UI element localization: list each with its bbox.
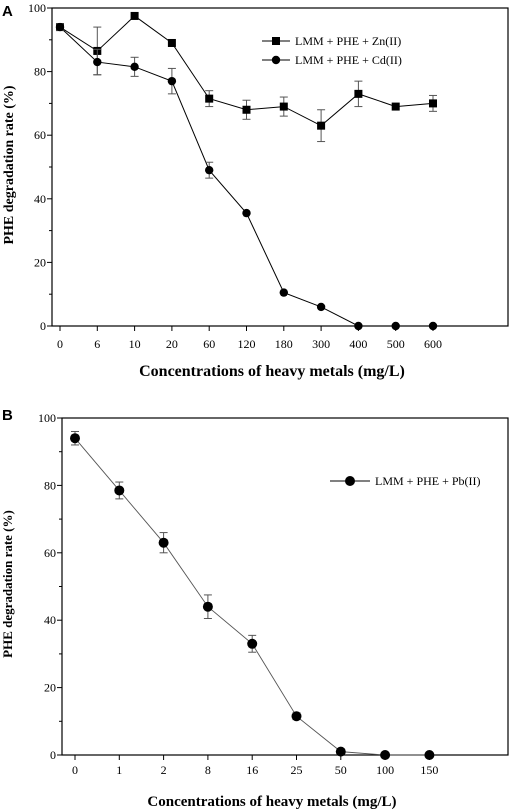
panel-a-data-point	[130, 62, 139, 72]
panel-a-data-point	[55, 22, 65, 32]
panel-b-legend-marker	[345, 476, 355, 486]
panel-a-data-point	[205, 94, 214, 103]
panel-b-y-axis-title: PHE degradation rate (%)	[0, 510, 15, 658]
panel-b-y-tick-label: 20	[44, 681, 56, 695]
panel-a-y-tick-label: 100	[28, 1, 46, 15]
panel-a-x-tick-label: 20	[166, 337, 178, 351]
panel-b-data-point	[247, 638, 258, 649]
panel-a-plot-frame	[51, 7, 509, 327]
panel-a-x-tick-label: 6	[94, 337, 100, 351]
panel-a-data-point	[429, 99, 437, 108]
panel-a-x-tick-label: 300	[312, 337, 330, 351]
panel-a-x-tick-label: 10	[129, 337, 141, 351]
panel-a-data-point	[279, 102, 288, 111]
panel-a-chart: A PHE degradation rate (%) Concentration…	[2, 1, 509, 380]
panel-b-x-tick-label: 16	[246, 763, 258, 777]
panel-a-x-tick-label: 500	[387, 337, 405, 351]
panel-a-y-tick-label: 0	[40, 319, 46, 333]
panel-a-data-point	[354, 321, 363, 331]
panel-b-legend: LMM + PHE + Pb(II)	[330, 474, 481, 488]
panel-b-data-point	[202, 601, 213, 612]
panel-a-data-point	[167, 76, 177, 86]
panel-b-x-tick-label: 0	[72, 763, 78, 777]
panel-b-data-point	[424, 750, 435, 760]
panel-a-data-point	[317, 121, 326, 130]
panel-a-data-point	[391, 102, 400, 111]
panel-b-data-point	[70, 433, 80, 444]
panel-a-data-point	[242, 105, 251, 114]
panel-b-x-tick-label: 150	[420, 763, 438, 777]
panel-a-y-tick-label: 40	[34, 192, 46, 206]
panel-a-series-0	[56, 11, 437, 143]
panel-a-data-point	[205, 165, 214, 175]
panel-b-x-tick-label: 100	[376, 763, 394, 777]
panel-a-data-point	[428, 321, 438, 331]
panel-b-series-0	[70, 430, 435, 760]
panel-b-y-tick-label: 40	[44, 613, 56, 627]
panel-a-data-point	[130, 11, 139, 20]
panel-b-legend-label: LMM + PHE + Pb(II)	[375, 474, 481, 488]
panel-b-y-tick-label: 60	[44, 546, 56, 560]
panel-a-plot-area: 0 20 40 60 80 100 0 6 10 20 60 120 180 300 400 500 600 LM…	[28, 1, 509, 351]
panel-a-y-axis-title: PHE degradation rate (%)	[2, 85, 17, 244]
panel-a-y-tick-label: 60	[34, 128, 46, 142]
panel-b-x-tick-label: 25	[291, 763, 303, 777]
panel-b-letter: B	[2, 407, 13, 424]
panel-b-data-point	[114, 485, 125, 496]
panel-a-x-tick-label: 400	[349, 337, 367, 351]
panel-b-y-tick-label: 100	[38, 411, 56, 425]
panel-b-y-tick-label: 80	[44, 478, 56, 492]
panel-a-data-point	[354, 89, 363, 98]
panel-a-x-axis-title: Concentrations of heavy metals (mg/L)	[139, 363, 405, 380]
panel-a-legend-marker	[272, 37, 280, 45]
panel-a-legend: LMM + PHE + Zn(II) LMM + PHE + Cd(II)	[262, 34, 402, 67]
panel-a-y-tick-label: 20	[34, 255, 46, 269]
panel-b-x-tick-label: 1	[116, 763, 122, 777]
panel-b-data-point	[158, 537, 169, 548]
panel-a-series-1	[55, 22, 438, 331]
panel-a-legend-marker	[271, 55, 281, 65]
panel-a-data-point	[316, 302, 326, 312]
panel-a-legend-label: LMM + PHE + Cd(II)	[295, 53, 402, 67]
panel-b-data-point	[335, 746, 346, 757]
panel-a-x-tick-label: 0	[57, 337, 63, 351]
panel-b-x-tick-label: 2	[161, 763, 167, 777]
panel-a-data-point	[391, 321, 400, 331]
panel-a-data-point	[93, 57, 102, 67]
panel-a-data-point	[242, 208, 251, 218]
panel-a-data-point	[167, 38, 176, 47]
panel-a-x-tick-label: 180	[275, 337, 293, 351]
panel-b-plot-frame	[61, 417, 509, 756]
panel-b-data-point	[291, 711, 302, 722]
panel-a-y-tick-label: 80	[34, 65, 46, 79]
panel-a-legend-label: LMM + PHE + Zn(II)	[295, 34, 401, 48]
panel-b-y-tick-label: 0	[50, 748, 56, 762]
panel-a-letter: A	[2, 3, 13, 20]
panel-b-plot-area: 0 20 40 60 80 100 0 1 2 8 16 25 50 100 150 LMM + PHE + …	[38, 411, 509, 777]
panel-b-x-tick-label: 8	[205, 763, 211, 777]
panel-a-series-line	[59, 26, 433, 327]
panel-a-x-tick-label: 60	[203, 337, 215, 351]
panel-b-chart: B PHE degradation rate (%) Concentration…	[0, 407, 509, 810]
panel-a-x-tick-label: 600	[424, 337, 442, 351]
panel-a-x-tick-label: 120	[238, 337, 256, 351]
panel-b-x-tick-label: 50	[335, 763, 347, 777]
panel-a-data-point	[279, 288, 288, 297]
panel-b-data-point	[380, 750, 391, 760]
panel-b-x-axis-title: Concentrations of heavy metals (mg/L)	[147, 794, 396, 810]
